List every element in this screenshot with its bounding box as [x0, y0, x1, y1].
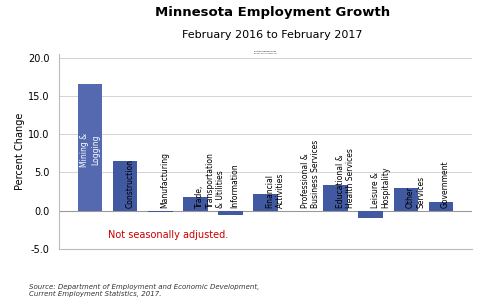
Text: Manufacturing: Manufacturing — [160, 152, 169, 208]
Text: Financial
Activities: Financial Activities — [265, 173, 285, 208]
Bar — [78, 84, 102, 211]
Text: Source: Department of Employment and Economic Development,
Current Employment St: Source: Department of Employment and Eco… — [29, 284, 260, 297]
Bar — [358, 211, 383, 218]
Bar — [393, 188, 418, 211]
Text: February 2016 to February 2017: February 2016 to February 2017 — [183, 30, 363, 40]
Bar — [218, 211, 243, 214]
Text: Leisure &
Hospitality: Leisure & Hospitality — [371, 167, 390, 208]
Text: Government: Government — [441, 161, 450, 208]
Bar — [323, 185, 348, 211]
Text: Educational &
Health Services: Educational & Health Services — [336, 148, 355, 208]
Text: Other
Services: Other Services — [406, 176, 425, 208]
Bar — [429, 202, 453, 211]
Y-axis label: Percent Change: Percent Change — [15, 113, 25, 190]
Text: Construction: Construction — [125, 159, 134, 208]
Text: Trade,
Transportation
& Utilities: Trade, Transportation & Utilities — [195, 152, 225, 208]
Text: Professional &
Business Services: Professional & Business Services — [300, 140, 320, 208]
Bar — [113, 161, 137, 211]
Text: Mining &
Logging: Mining & Logging — [80, 132, 100, 167]
Bar — [183, 197, 207, 211]
Text: Not seasonally adjusted.: Not seasonally adjusted. — [108, 230, 228, 239]
Bar — [148, 211, 172, 212]
Title: Minnesota Employment Growth
February 2016 to February 2017: Minnesota Employment Growth February 201… — [254, 51, 277, 54]
Text: Minnesota Employment Growth: Minnesota Employment Growth — [155, 6, 390, 19]
Bar — [288, 211, 313, 212]
Text: Information: Information — [230, 164, 240, 208]
Bar — [253, 194, 278, 211]
